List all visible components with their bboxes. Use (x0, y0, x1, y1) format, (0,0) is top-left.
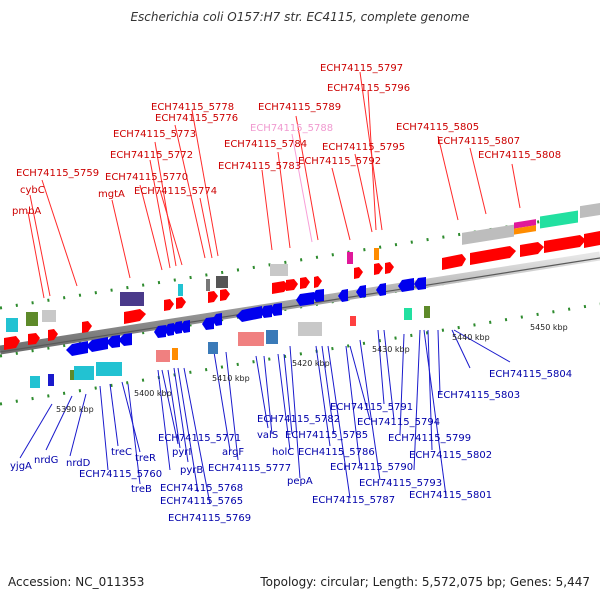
gene-label: nrdG (34, 455, 58, 466)
gene-label: pepA (287, 476, 313, 487)
gene-label: treR (135, 453, 156, 464)
gene-label: ECH74115_5790 (330, 462, 413, 473)
gene-label: cybC (20, 185, 45, 196)
scale-label: 5450 kbp (530, 323, 568, 332)
forward-gene-labels: ECH74115_5797 ECH74115_5796 ECH74115_577… (12, 63, 561, 217)
gene-label: ECH74115_5782 (257, 414, 340, 425)
gene-label: argF (222, 447, 244, 458)
gene-label: ECH74115_5784 (224, 139, 307, 150)
gene-label: ECH74115_5791 (330, 402, 413, 413)
scale-label: 5390 kbp (56, 405, 94, 414)
upper-features (6, 202, 600, 332)
reverse-genes (66, 277, 426, 356)
gene-label: ECH74115_5765 (160, 496, 243, 507)
gene-label: ECH74115_5807 (437, 136, 520, 147)
gene-label: ECH74115_5771 (158, 433, 241, 444)
gene-label: ECH74115_5776 (155, 113, 238, 124)
gene-label: ECH74115_5789 (258, 102, 341, 113)
gene-label: ECH74115_5802 (409, 450, 492, 461)
reverse-leader-lines (19, 329, 511, 505)
gene-label: treB (131, 484, 152, 495)
gene-label: mgtA (98, 189, 125, 200)
gene-label: ECH74115_5783 (218, 161, 301, 172)
scale-label: 5420 kbp (292, 359, 330, 368)
gene-label: ECH74115_5801 (409, 490, 492, 501)
gene-label: ECH74115_5774 (134, 186, 217, 197)
gene-label: pmbA (12, 206, 41, 217)
forward-genes (4, 231, 600, 350)
genome-title: Escherichia coli O157:H7 str. EC4115, co… (130, 10, 470, 24)
gene-label: ECH74115_5760 (79, 469, 162, 480)
gene-label: ECH74115_5803 (437, 390, 520, 401)
gene-label: treC (111, 447, 132, 458)
scale-labels: 5390 kbp 5400 kbp 5410 kbp 5420 kbp 5430… (56, 323, 568, 414)
scale-label: 5440 kbp (452, 333, 490, 342)
gene-label: ECH74115_5770 (105, 172, 188, 183)
gene-label: pyrI (172, 447, 191, 458)
lower-features (30, 306, 430, 388)
gene-label: ECH74115_5769 (168, 513, 251, 524)
gene-label: ECH74115_5778 (151, 102, 234, 113)
gene-label: ECH74115_5796 (327, 83, 410, 94)
gene-label: ECH74115_5792 (298, 156, 381, 167)
gene-label: yjgA (10, 461, 32, 472)
dotted-tracks (0, 210, 600, 406)
gene-label: nrdD (66, 458, 91, 469)
accession-label: Accession: NC_011353 (8, 575, 145, 589)
gene-label: ECH74115_5795 (322, 142, 405, 153)
gene-label: ECH74115_5768 (160, 483, 243, 494)
gene-label: ECH74115_5797 (320, 63, 403, 74)
scale-label: 5400 kbp (134, 389, 172, 398)
gene-label: ECH74115_5788 (250, 123, 333, 134)
gene-label: ECH74115_5805 (396, 122, 479, 133)
scale-label: 5410 kbp (212, 374, 250, 383)
reverse-gene-labels: ECH74115_5804 ECH74115_5803 ECH74115_579… (10, 369, 572, 524)
gene-label: ECH74115_5787 (312, 495, 395, 506)
forward-leader-lines (27, 71, 521, 299)
gene-label: ECH74115_5773 (113, 129, 196, 140)
gene-label: ECH74115_5793 (359, 478, 442, 489)
gene-label: ECH74115_5772 (110, 150, 193, 161)
gene-label: holC (272, 447, 294, 458)
gene-label: ECH74115_5804 (489, 369, 572, 380)
gene-label: ECH74115_5808 (478, 150, 561, 161)
gene-label: ECH74115_5759 (16, 168, 99, 179)
gene-label: ECH74115_5777 (208, 463, 291, 474)
highlight-leader-line (291, 133, 313, 243)
gene-label: valS (257, 430, 278, 441)
topology-label: Topology: circular; Length: 5,572,075 bp… (260, 575, 590, 589)
gene-label: ECH74115_5785 (285, 430, 368, 441)
gene-label: pyrB (180, 465, 203, 476)
gene-label: ECH74115_5799 (388, 433, 471, 444)
gene-label: ECH74115_5794 (357, 417, 440, 428)
gene-label: ECH4115_5786 (298, 447, 375, 458)
scale-label: 5430 kbp (372, 345, 410, 354)
